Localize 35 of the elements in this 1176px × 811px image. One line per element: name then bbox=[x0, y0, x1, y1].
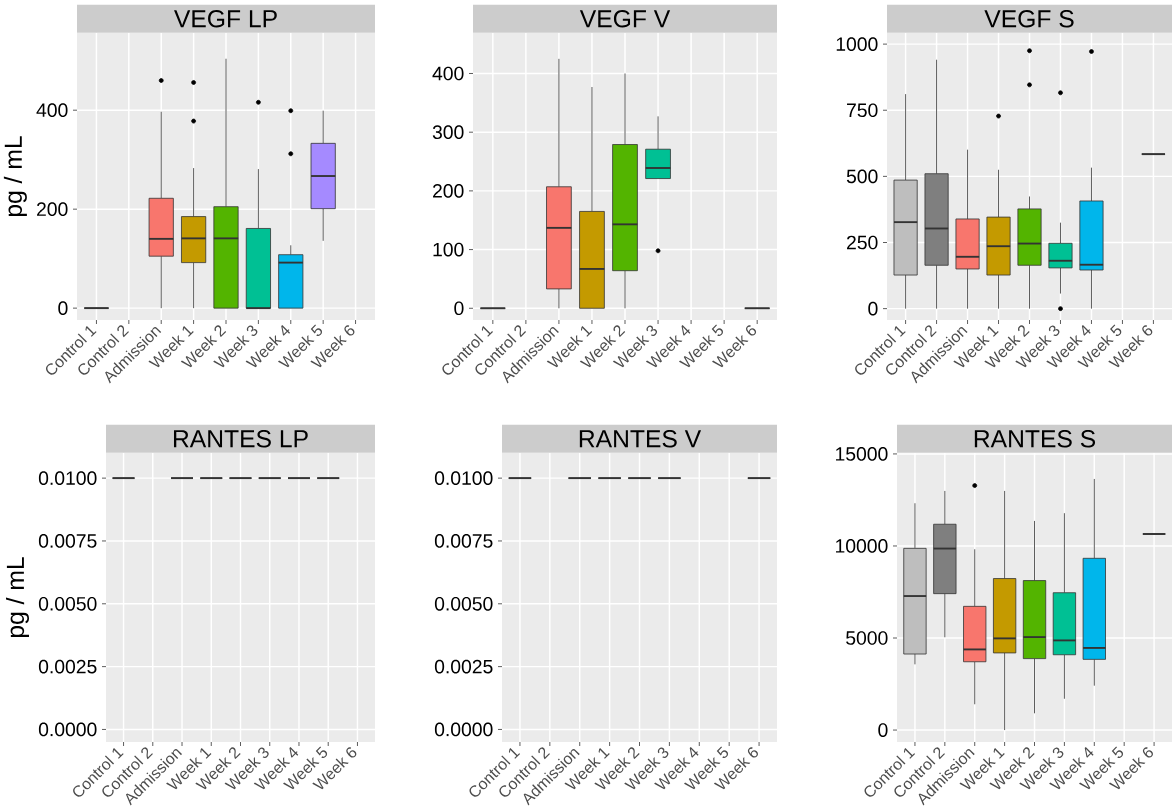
y-tick-label: 10000 bbox=[836, 539, 888, 553]
y-tick-label: 300 bbox=[432, 125, 464, 140]
y-tick-label: 0 bbox=[454, 301, 464, 316]
y-tick-label: 5000 bbox=[846, 631, 888, 645]
y-tick-label: 200 bbox=[37, 202, 68, 217]
y-tick-label: 0 bbox=[868, 301, 878, 316]
chart-title: VEGF S bbox=[984, 10, 1074, 28]
y-tick-label: 0.0075 bbox=[38, 534, 97, 548]
y-tick-label: 0.0025 bbox=[38, 659, 97, 674]
y-axis-title: pg / mL bbox=[6, 557, 30, 638]
y-tick-label: 0.0000 bbox=[38, 722, 97, 737]
chart-title: RANTES S bbox=[974, 430, 1096, 448]
y-tick-label: 750 bbox=[847, 103, 878, 118]
y-tick-label: 400 bbox=[36, 103, 68, 118]
y-tick-label: 0.0025 bbox=[434, 659, 493, 674]
y-tick-label: 0.0075 bbox=[434, 534, 493, 548]
y-tick-label: 0 bbox=[878, 723, 888, 737]
y-tick-label: 0.0050 bbox=[434, 596, 493, 611]
chart-title: VEGF LP bbox=[174, 10, 277, 28]
chart-title: RANTES LP bbox=[173, 430, 308, 448]
y-tick-label: 0.0000 bbox=[434, 722, 493, 737]
y-tick-label: 400 bbox=[432, 66, 464, 81]
y-tick-label: 0.0100 bbox=[434, 471, 493, 485]
y-tick-label: 100 bbox=[433, 242, 464, 257]
y-tick-label: 0.0050 bbox=[38, 596, 97, 611]
chart-title: RANTES V bbox=[579, 430, 702, 448]
y-tick-label: 1000 bbox=[836, 37, 878, 51]
y-tick-label: 250 bbox=[847, 235, 878, 250]
y-tick-label: 0 bbox=[58, 301, 68, 315]
chart-title: VEGF V bbox=[579, 10, 671, 28]
y-tick-label: 500 bbox=[846, 169, 878, 184]
y-tick-label: 200 bbox=[433, 184, 464, 198]
y-tick-label: 15000 bbox=[836, 447, 888, 461]
y-axis-title: pg / mL bbox=[3, 136, 27, 217]
y-tick-label: 0.0100 bbox=[38, 471, 97, 485]
